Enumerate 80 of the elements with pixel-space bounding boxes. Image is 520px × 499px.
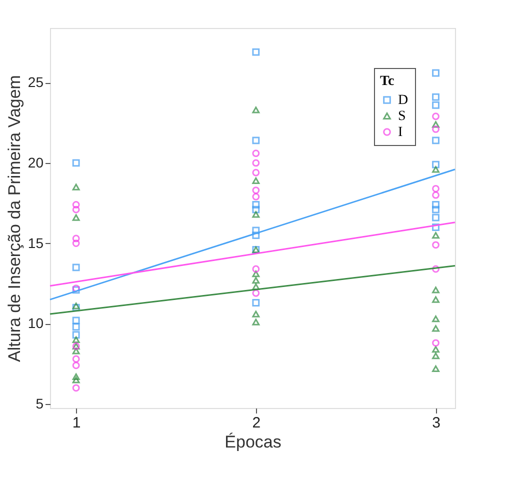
point xyxy=(252,299,260,306)
point xyxy=(72,336,80,344)
point xyxy=(432,191,440,199)
point xyxy=(252,318,260,326)
y-tick-label: 5 xyxy=(36,395,44,412)
point xyxy=(72,201,80,208)
point xyxy=(252,265,260,273)
point xyxy=(432,365,440,372)
point xyxy=(252,193,260,200)
point xyxy=(252,168,260,176)
point xyxy=(432,214,440,222)
point xyxy=(432,206,440,214)
y-tick-label: 15 xyxy=(28,234,44,251)
point xyxy=(252,201,260,208)
point xyxy=(432,121,440,128)
point xyxy=(252,270,260,278)
x-tick-label: 1 xyxy=(72,414,81,432)
legend-title: Tc xyxy=(380,74,394,89)
point xyxy=(432,136,440,144)
point xyxy=(72,264,80,272)
legend-label: D xyxy=(398,93,408,108)
point xyxy=(432,201,440,208)
point xyxy=(252,186,260,194)
point xyxy=(432,316,440,322)
point xyxy=(72,355,80,363)
point xyxy=(252,310,260,318)
point xyxy=(432,286,440,294)
point xyxy=(252,276,260,284)
point xyxy=(72,316,80,324)
point xyxy=(432,265,440,273)
legend-label: S xyxy=(398,109,406,124)
point xyxy=(252,211,260,218)
point xyxy=(72,384,80,392)
point xyxy=(72,323,80,331)
point xyxy=(432,352,440,360)
point xyxy=(72,206,80,214)
point xyxy=(72,362,80,370)
point xyxy=(252,159,260,167)
point xyxy=(72,348,80,354)
point xyxy=(252,232,260,239)
point xyxy=(72,214,80,221)
point xyxy=(72,159,80,167)
point xyxy=(432,325,440,332)
point xyxy=(432,160,440,168)
point xyxy=(252,226,260,234)
point xyxy=(72,373,80,380)
point xyxy=(432,346,440,353)
point xyxy=(252,136,260,144)
point xyxy=(252,48,260,56)
point xyxy=(432,339,440,347)
point xyxy=(432,126,440,133)
point xyxy=(72,331,80,339)
point xyxy=(432,241,440,249)
x-tick-label: 2 xyxy=(252,414,261,432)
x-tick-label: 3 xyxy=(432,414,440,432)
y-tick-label: 10 xyxy=(28,315,44,332)
point xyxy=(252,177,260,184)
point xyxy=(252,150,260,158)
point xyxy=(252,206,260,214)
point xyxy=(432,101,440,109)
y-tick-label: 25 xyxy=(28,74,44,90)
point xyxy=(432,296,440,303)
point xyxy=(72,234,80,242)
point xyxy=(432,69,440,77)
point xyxy=(432,184,440,192)
point xyxy=(72,184,80,190)
point xyxy=(432,112,440,120)
point xyxy=(432,166,440,173)
point xyxy=(252,289,260,297)
point xyxy=(252,106,260,114)
legend-label: I xyxy=(398,125,403,140)
point xyxy=(432,224,440,231)
point xyxy=(432,93,440,101)
point xyxy=(432,232,440,239)
x-axis-title: Épocas xyxy=(224,432,282,452)
y-axis-title: Altura de Inserção da Primeira Vagem xyxy=(4,75,24,362)
y-tick-label: 20 xyxy=(28,154,44,170)
point xyxy=(72,376,80,384)
point xyxy=(72,240,80,248)
point xyxy=(252,283,260,290)
